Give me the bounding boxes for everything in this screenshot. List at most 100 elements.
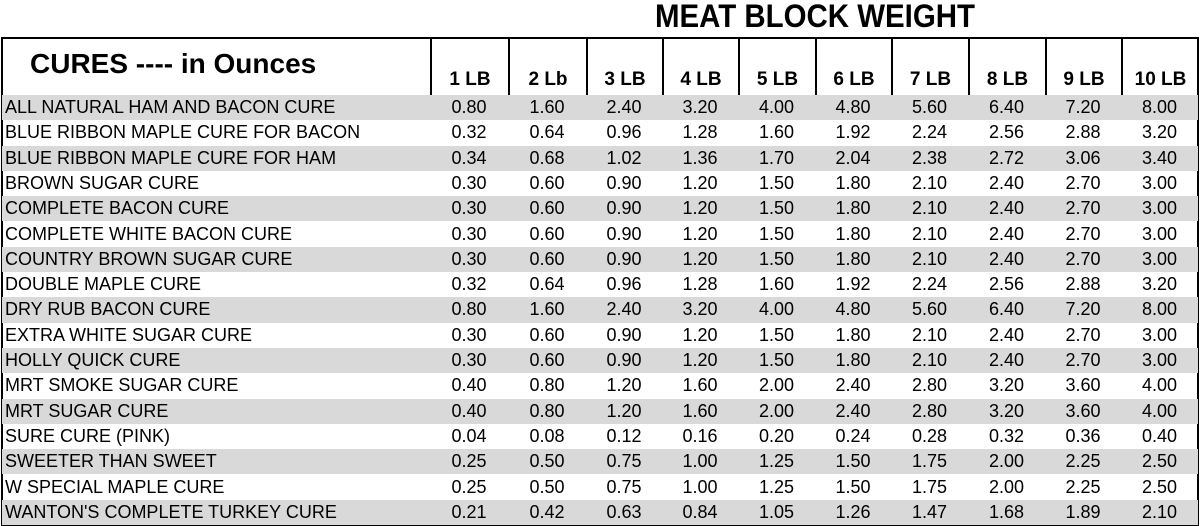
cell-value: 0.30 bbox=[451, 223, 487, 244]
cell-value: 1.68 bbox=[988, 501, 1025, 522]
cell-value: 1.28 bbox=[682, 122, 718, 143]
cell-value: 2.40 bbox=[606, 299, 642, 320]
cell-value: 0.21 bbox=[451, 501, 487, 522]
cell-value: 0.60 bbox=[529, 324, 565, 345]
row-label: SWEETER THAN SWEET bbox=[5, 451, 217, 472]
cell-value: 2.70 bbox=[1065, 172, 1101, 193]
cell-value: 1.02 bbox=[606, 147, 642, 168]
cell-value: 0.32 bbox=[988, 425, 1025, 446]
cell-value: 2.24 bbox=[911, 122, 948, 143]
column-header: 2 Lb bbox=[508, 37, 586, 95]
cell-value: 1.20 bbox=[682, 248, 718, 269]
cell-value: 1.20 bbox=[682, 350, 718, 370]
row-shading bbox=[2, 297, 1198, 323]
row-shading bbox=[2, 398, 1198, 424]
cell-value: 0.25 bbox=[451, 476, 487, 497]
cell-value: 0.24 bbox=[835, 425, 871, 446]
cell-value: 0.60 bbox=[529, 248, 565, 269]
cell-value: 1.25 bbox=[758, 476, 795, 497]
column-header: 4 LB bbox=[662, 37, 738, 95]
cell-value: 1.26 bbox=[835, 501, 871, 522]
cell-value: 3.00 bbox=[1141, 248, 1178, 269]
cell-value: 1.00 bbox=[682, 451, 718, 472]
column-header: 6 LB bbox=[815, 37, 891, 95]
cell-value: 7.20 bbox=[1065, 299, 1101, 320]
cell-value: 3.20 bbox=[988, 375, 1025, 396]
cell-value: 0.90 bbox=[606, 172, 642, 193]
cell-value: 0.60 bbox=[529, 223, 565, 244]
row-label: WANTON'S COMPLETE TURKEY CURE bbox=[5, 501, 337, 522]
row-shading bbox=[2, 246, 1198, 273]
cell-value: 0.34 bbox=[451, 147, 487, 168]
cell-value: 3.00 bbox=[1141, 324, 1178, 345]
cell-value: 2.10 bbox=[1141, 501, 1178, 522]
cell-value: 0.40 bbox=[1141, 425, 1178, 446]
cell-value: 1.60 bbox=[682, 400, 718, 421]
cell-value: 2.40 bbox=[988, 223, 1025, 244]
cell-value: 2.25 bbox=[1065, 476, 1101, 497]
cell-value: 1.80 bbox=[835, 198, 871, 219]
cell-value: 1.47 bbox=[911, 501, 948, 522]
cell-value: 1.50 bbox=[758, 198, 795, 219]
cell-value: 0.60 bbox=[529, 198, 565, 219]
cell-value: 0.90 bbox=[606, 324, 642, 345]
cell-value: 1.36 bbox=[682, 147, 718, 168]
cell-value: 1.00 bbox=[682, 476, 718, 497]
cell-value: 1.50 bbox=[758, 350, 795, 370]
cell-value: 1.50 bbox=[835, 451, 871, 472]
cell-value: 7.20 bbox=[1065, 97, 1101, 117]
cell-value: 2.80 bbox=[911, 400, 948, 421]
row-label: BROWN SUGAR CURE bbox=[5, 172, 200, 193]
cell-value: 1.60 bbox=[758, 122, 795, 143]
cell-value: 1.60 bbox=[682, 375, 718, 396]
cell-value: 0.64 bbox=[529, 274, 565, 295]
cell-value: 0.28 bbox=[911, 425, 948, 446]
cell-value: 2.88 bbox=[1065, 274, 1101, 295]
column-header: 5 LB bbox=[738, 37, 815, 95]
row-shading bbox=[2, 499, 1198, 526]
cell-value: 0.90 bbox=[606, 198, 642, 219]
cell-value: 3.60 bbox=[1065, 400, 1101, 421]
cell-value: 2.40 bbox=[988, 350, 1025, 370]
cell-value: 0.90 bbox=[606, 248, 642, 269]
cell-value: 3.00 bbox=[1141, 223, 1178, 244]
cell-value: 3.06 bbox=[1065, 147, 1101, 168]
cell-value: 0.20 bbox=[758, 425, 795, 446]
row-shading bbox=[2, 196, 1198, 222]
row-label: ALL NATURAL HAM AND BACON CURE bbox=[5, 97, 336, 117]
cell-value: 4.00 bbox=[1141, 375, 1178, 396]
cell-value: 1.80 bbox=[835, 324, 871, 345]
cell-value: 2.50 bbox=[1141, 476, 1178, 497]
cell-value: 0.36 bbox=[1065, 425, 1101, 446]
cell-value: 0.80 bbox=[451, 97, 487, 117]
cell-value: 3.20 bbox=[682, 97, 718, 117]
cell-value: 1.70 bbox=[758, 147, 795, 168]
cell-value: 0.90 bbox=[606, 350, 642, 370]
cell-value: 2.00 bbox=[758, 400, 795, 421]
cell-value: 1.60 bbox=[758, 274, 795, 295]
cell-value: 2.40 bbox=[835, 400, 871, 421]
cell-value: 1.92 bbox=[835, 274, 871, 295]
cell-value: 2.70 bbox=[1065, 350, 1101, 370]
cell-value: 2.40 bbox=[835, 375, 871, 396]
cell-value: 2.56 bbox=[988, 274, 1025, 295]
cell-value: 1.20 bbox=[682, 324, 718, 345]
cell-value: 3.20 bbox=[1141, 122, 1178, 143]
cell-value: 1.28 bbox=[682, 274, 718, 295]
cell-value: 0.30 bbox=[451, 324, 487, 345]
cell-value: 2.00 bbox=[988, 451, 1025, 472]
cell-value: 5.60 bbox=[911, 299, 948, 320]
cell-value: 1.50 bbox=[835, 476, 871, 497]
cell-value: 1.50 bbox=[758, 324, 795, 345]
cell-value: 1.25 bbox=[758, 451, 795, 472]
cell-value: 4.80 bbox=[835, 299, 871, 320]
cell-value: 0.84 bbox=[682, 501, 718, 522]
cell-value: 0.68 bbox=[529, 147, 565, 168]
cell-value: 2.38 bbox=[911, 147, 948, 168]
cell-value: 1.60 bbox=[529, 97, 565, 117]
cell-value: 2.10 bbox=[911, 248, 948, 269]
cell-value: 2.10 bbox=[911, 223, 948, 244]
cell-value: 0.75 bbox=[606, 476, 642, 497]
row-header-title: CURES ---- in Ounces bbox=[30, 48, 317, 79]
